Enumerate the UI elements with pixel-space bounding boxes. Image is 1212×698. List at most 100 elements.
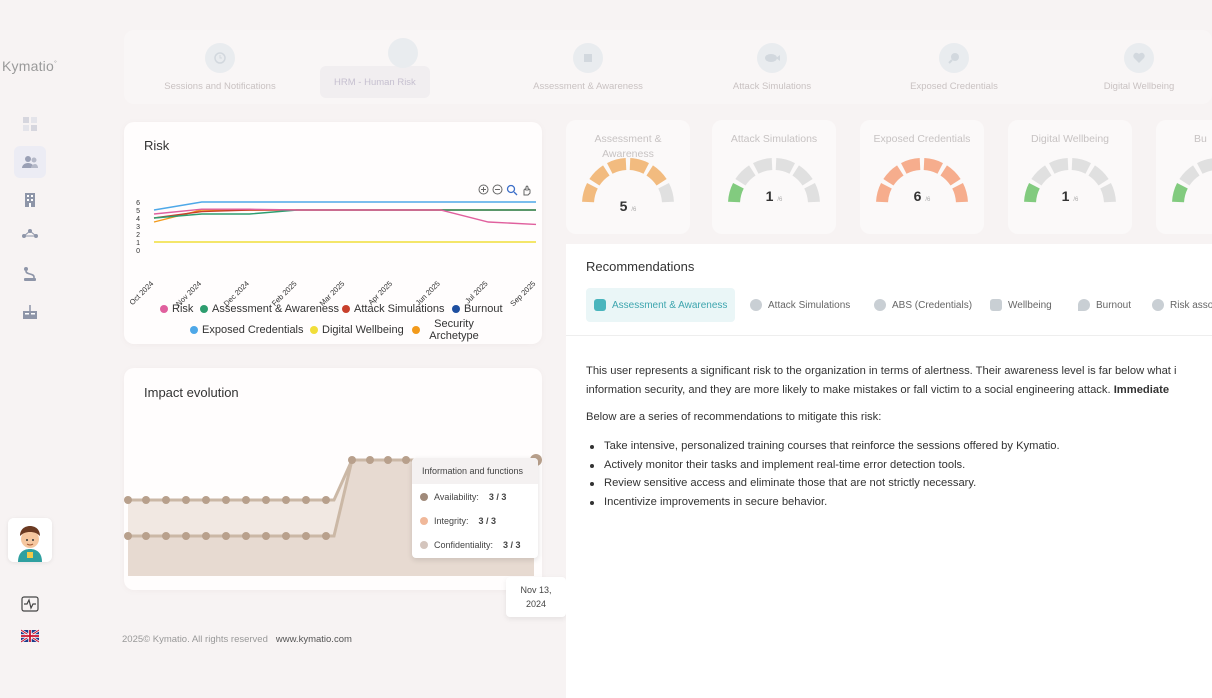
path-icon[interactable] <box>16 260 44 288</box>
sidebar: Kymatio° <box>0 0 62 698</box>
tooltip-row-integrity: Integrity: 3 / 3 <box>420 516 496 526</box>
recommendation-bullet: Review sensitive access and eliminate th… <box>589 477 977 489</box>
fish-icon <box>750 299 762 311</box>
gauge-burnout[interactable]: Bu <box>1156 120 1212 234</box>
legend-item-burnout[interactable]: Burnout <box>452 303 503 315</box>
rtab-burnout[interactable]: Burnout <box>1078 288 1131 322</box>
person-icon <box>1152 299 1164 311</box>
recommendation-text-line1: This user represents a significant risk … <box>586 365 1177 377</box>
tab-exposed-credentials[interactable]: Exposed Credentials <box>894 30 1014 104</box>
gauge-segment <box>775 158 795 174</box>
gauge-digital-wellbeing[interactable]: Digital Wellbeing 1 /6 <box>1008 120 1132 234</box>
key-icon <box>874 299 886 311</box>
building-icon[interactable] <box>16 186 44 214</box>
rtab-abs-credentials[interactable]: ABS (Credentials) <box>874 288 972 322</box>
recommendation-text-line2: information security, and they are more … <box>586 384 1170 396</box>
x-tick-label: Oct 2024 <box>128 279 156 307</box>
gauge-segment <box>1088 165 1109 186</box>
tooltip-header: Information and functions <box>412 458 538 484</box>
y-tick-label: 5 <box>136 208 140 215</box>
gauge-segment <box>901 158 921 174</box>
search-zoom-icon[interactable] <box>506 184 518 196</box>
gauge-attack-simulations[interactable]: Attack Simulations 1 /6 <box>712 120 836 234</box>
tooltip-row-availability: Availability: 3 / 3 <box>420 492 506 502</box>
gauge-segment <box>876 183 892 203</box>
gauge-segment <box>607 158 627 174</box>
admin-icon[interactable] <box>16 298 44 326</box>
gauge-segment <box>1049 158 1069 174</box>
tab-hrm-human-risk[interactable]: HRM - Human Risk <box>320 66 430 98</box>
legend-item-attack-simulations[interactable]: Attack Simulations <box>342 303 444 315</box>
tab-attack-simulations[interactable]: Attack Simulations <box>712 30 832 104</box>
logo[interactable]: Kymatio° <box>2 58 57 74</box>
series-line-risk <box>153 208 537 226</box>
zoom-in-icon[interactable] <box>478 184 489 195</box>
gauge-arc <box>876 158 968 203</box>
shield-icon <box>388 38 418 68</box>
activity-icon[interactable] <box>16 590 44 618</box>
crosshair-date-label: Nov 13, 2024 <box>506 577 566 617</box>
gauge-segment <box>1197 158 1212 174</box>
gauge-segment <box>1071 158 1091 174</box>
gauge-segment <box>923 158 943 174</box>
dashboard-icon[interactable] <box>16 110 44 138</box>
recommendation-bullet: Take intensive, personalized training co… <box>590 440 1060 452</box>
key-icon <box>939 42 969 73</box>
gauge-arc <box>728 158 820 203</box>
tab-sessions-notifications[interactable]: Sessions and Notifications <box>160 30 280 104</box>
legend-item-security-archetype[interactable]: Security Archetype <box>412 318 484 342</box>
book-icon <box>573 42 603 73</box>
legend-item-digital-wellbeing[interactable]: Digital Wellbeing <box>310 324 404 336</box>
gauge-segment <box>646 165 667 186</box>
pan-hand-icon[interactable] <box>521 184 533 196</box>
flag-uk-icon[interactable] <box>16 622 44 650</box>
impact-card-title: Impact evolution <box>144 385 239 400</box>
gauge-segment <box>582 183 598 203</box>
footer: 2025© Kymatio. All rights reserved www.ky… <box>122 634 352 645</box>
network-icon[interactable] <box>16 222 44 250</box>
tooltip-row-confidentiality: Confidentiality: 3 / 3 <box>420 540 521 550</box>
impact-tooltip: Information and functions Availability: 3… <box>412 458 538 558</box>
gauge-segment <box>1172 183 1188 203</box>
tab-digital-wellbeing[interactable]: Digital Wellbeing <box>1079 30 1199 104</box>
clock-icon <box>205 42 235 73</box>
gauge-segment <box>658 183 674 203</box>
fish-icon <box>757 42 787 73</box>
legend-item-exposed-credentials[interactable]: Exposed Credentials <box>190 324 304 336</box>
rtab-assessment-awareness[interactable]: Assessment & Awareness <box>586 288 736 322</box>
rtab-attack-simulations[interactable]: Attack Simulations <box>750 288 850 322</box>
gauge-segment <box>1100 183 1116 203</box>
gauge-segment <box>728 183 744 203</box>
gauge-assessment-awareness[interactable]: Assessment & Awareness 5 /6 <box>566 120 690 234</box>
recommendation-bullet: Incentivize improvements in secure behav… <box>589 496 828 508</box>
rtab-wellbeing[interactable]: Wellbeing <box>990 288 1052 322</box>
y-tick-label: 2 <box>136 232 140 239</box>
gauge-segment <box>952 183 968 203</box>
recommendations-panel: Recommendations Assessment & Awareness A… <box>566 244 1212 698</box>
gauge-segment <box>1024 183 1040 203</box>
chart-toolbar <box>478 184 533 196</box>
legend-item-assessment[interactable]: Assessment & Awareness <box>200 303 339 315</box>
gauge-exposed-credentials[interactable]: Exposed Credentials 6 /6 <box>860 120 984 234</box>
gauge-segment <box>735 165 756 186</box>
recommendations-title: Recommendations <box>586 259 695 274</box>
gauge-segment <box>792 165 813 186</box>
recommendation-bullet: Actively monitor their tasks and impleme… <box>589 459 966 471</box>
users-icon[interactable] <box>14 146 46 178</box>
legend-item-risk[interactable]: Risk <box>160 303 193 315</box>
heart-icon <box>990 299 1002 311</box>
gauge-arc <box>1172 158 1212 203</box>
footer-link[interactable]: www.kymatio.com <box>275 634 352 645</box>
y-tick-label: 4 <box>136 216 140 223</box>
avatar[interactable] <box>8 518 52 562</box>
y-tick-label: 0 <box>136 248 140 255</box>
divider <box>566 335 1212 336</box>
rtab-risk-association[interactable]: Risk asso <box>1152 288 1212 322</box>
gauge-arc <box>582 158 674 203</box>
gauge-segment <box>804 183 820 203</box>
lock-icon <box>594 299 606 311</box>
tab-assessment-awareness[interactable]: Assessment & Awareness <box>528 30 648 104</box>
risk-card-title: Risk <box>144 138 170 153</box>
zoom-out-icon[interactable] <box>492 184 503 195</box>
